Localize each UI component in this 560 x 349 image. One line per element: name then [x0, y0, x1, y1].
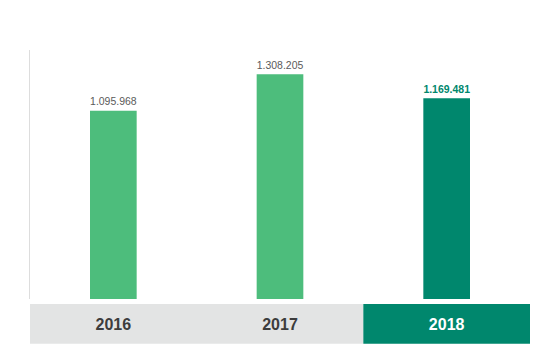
- svg-text:1.308.205: 1.308.205: [257, 60, 304, 71]
- svg-text:2017: 2017: [262, 316, 298, 333]
- svg-text:2016: 2016: [96, 316, 132, 333]
- svg-text:2018: 2018: [429, 316, 465, 333]
- svg-text:1.169.481: 1.169.481: [423, 84, 470, 95]
- svg-text:1.095.968: 1.095.968: [90, 96, 137, 107]
